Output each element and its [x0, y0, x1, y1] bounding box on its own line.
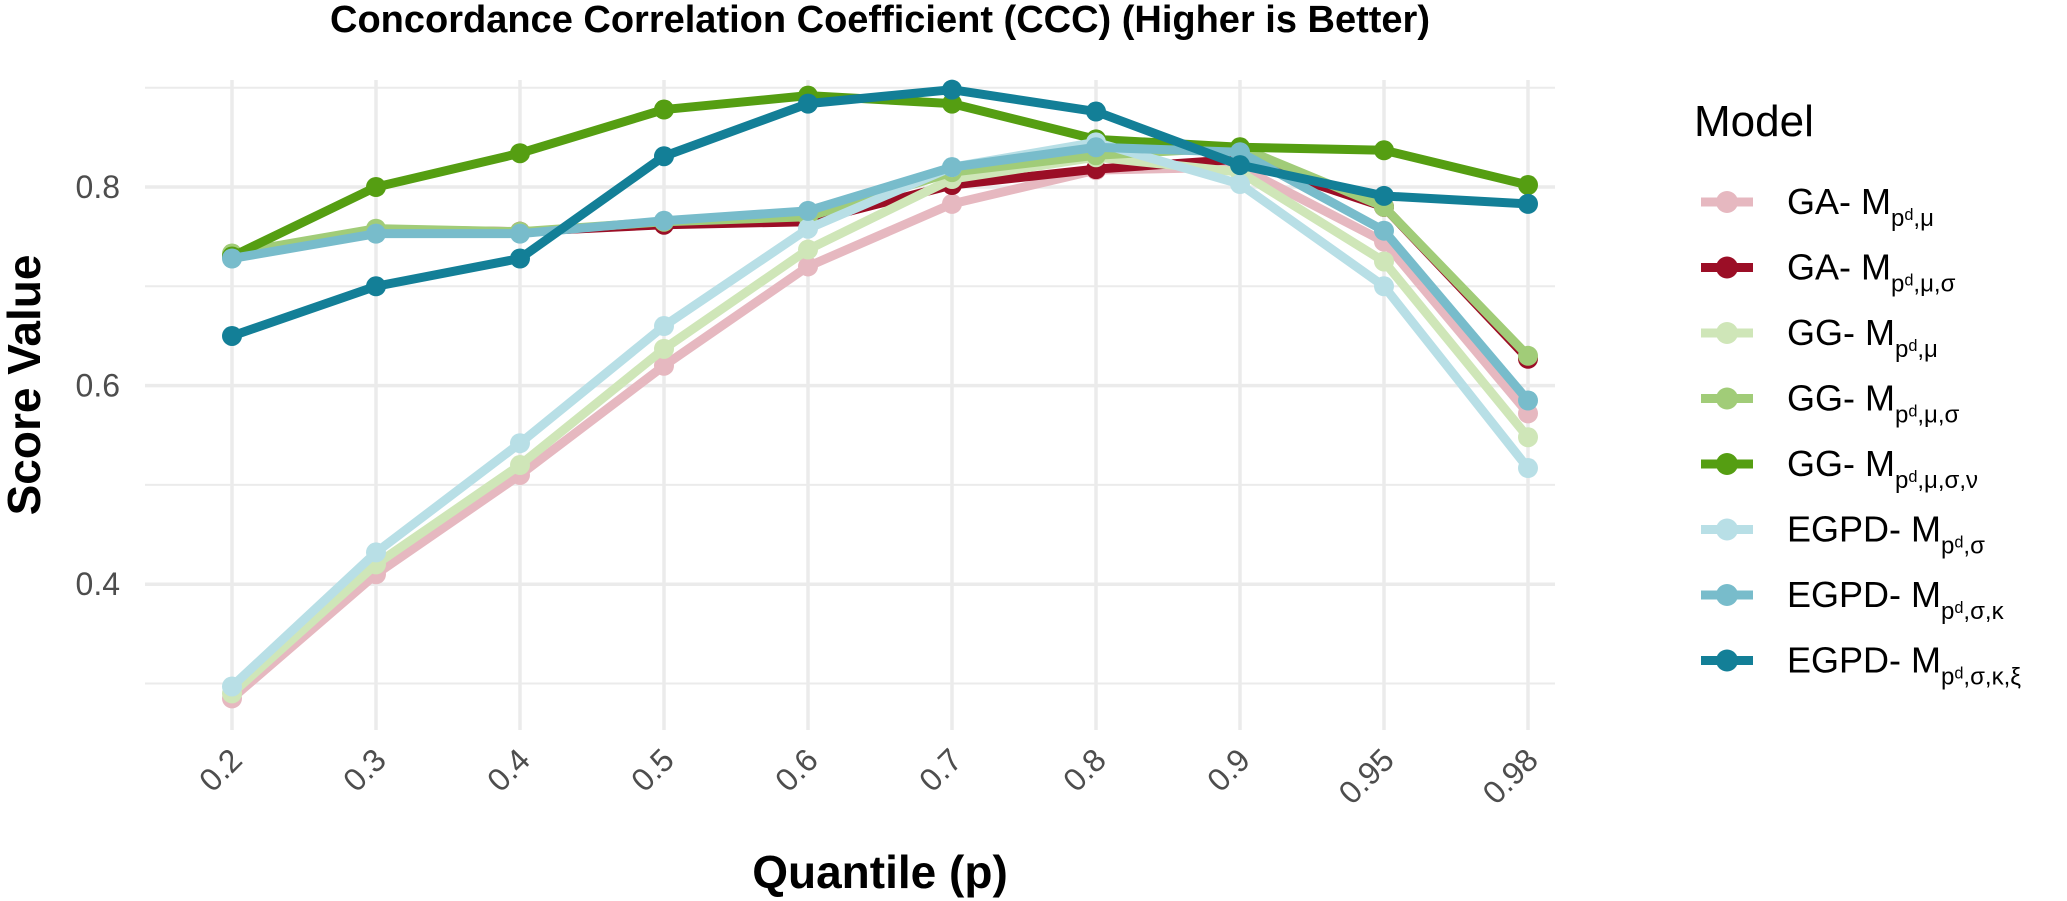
data-point	[654, 99, 674, 120]
legend-key-point	[1716, 322, 1738, 344]
data-point	[510, 248, 530, 269]
data-point	[798, 239, 818, 260]
data-point	[654, 316, 674, 337]
data-point	[1518, 427, 1538, 448]
legend-key-point	[1716, 256, 1738, 279]
data-point	[654, 355, 674, 376]
chart-title: Concordance Correlation Coefficient (CCC…	[330, 0, 1430, 41]
data-point	[1374, 185, 1394, 206]
data-point	[1374, 276, 1394, 297]
data-point	[1086, 101, 1106, 122]
legend-label: EGPD- Mpᵈ,σ,κ,ξ	[1787, 640, 2021, 691]
legend-key-point	[1716, 191, 1738, 213]
legend-label: EGPD- Mpᵈ,σ,κ	[1787, 574, 2005, 625]
x-tick-label: 0.2	[192, 741, 249, 798]
data-point	[1230, 155, 1250, 176]
x-tick-label: 0.98	[1475, 741, 1544, 810]
data-point	[942, 157, 962, 178]
series-layer	[222, 79, 1538, 709]
data-point	[366, 276, 386, 297]
y-tick-label: 0.8	[76, 169, 120, 205]
x-tick-label: 0.6	[768, 741, 825, 798]
legend-item: GG- Mpᵈ,μ	[1701, 312, 1938, 363]
legend: Model GA- Mpᵈ,μ GA- Mpᵈ,μ,σ GG- Mpᵈ,μ GG- M…	[1694, 97, 2021, 691]
legend-item: EGPD- Mpᵈ,σ	[1701, 509, 1985, 560]
data-point	[510, 455, 530, 476]
x-tick-label: 0.8	[1056, 741, 1113, 798]
data-point	[222, 325, 242, 346]
x-axis-ticks: 0.2 0.3 0.4 0.5 0.6 0.7 0.8 0.9 0.95 0.98	[192, 741, 1545, 810]
y-axis-title: Score Value	[0, 255, 50, 516]
x-tick-label: 0.4	[480, 741, 537, 798]
series-6	[222, 132, 1538, 697]
data-point	[942, 79, 962, 100]
data-point	[1518, 390, 1538, 411]
x-tick-label: 0.95	[1331, 741, 1400, 810]
y-axis-ticks: 0.4 0.6 0.8	[76, 169, 120, 602]
legend-key-point	[1716, 518, 1738, 541]
legend-label: GG- Mpᵈ,μ	[1787, 312, 1938, 363]
data-point	[222, 676, 242, 697]
legend-title: Model	[1694, 97, 1814, 146]
data-point	[366, 542, 386, 563]
y-tick-label: 0.4	[76, 566, 120, 602]
legend-key-point	[1716, 584, 1738, 606]
legend-label: EGPD- Mpᵈ,σ	[1787, 509, 1985, 560]
legend-label: GG- Mpᵈ,μ,σ	[1787, 378, 1960, 429]
legend-key-point	[1716, 453, 1738, 475]
data-point	[1086, 137, 1106, 158]
series-line	[230, 85, 1529, 341]
data-point	[798, 256, 818, 277]
legend-label: GA- Mpᵈ,μ,σ	[1787, 247, 1956, 298]
series-8	[222, 79, 1538, 346]
legend-item: GA- Mpᵈ,μ,σ	[1701, 247, 1956, 298]
data-point	[1374, 220, 1394, 241]
grid	[145, 80, 1555, 730]
data-point	[222, 248, 242, 269]
legend-item: GG- Mpᵈ,μ,σ,ν	[1701, 443, 1978, 494]
x-tick-label: 0.9	[1200, 741, 1257, 798]
data-point	[798, 218, 818, 239]
data-point	[1518, 458, 1538, 479]
legend-key-point	[1716, 649, 1738, 672]
data-point	[1518, 345, 1538, 366]
legend-item: GG- Mpᵈ,μ,σ	[1701, 378, 1960, 429]
y-tick-label: 0.6	[76, 368, 120, 404]
series-line	[231, 142, 1532, 404]
data-point	[1518, 175, 1538, 196]
legend-item: EGPD- Mpᵈ,σ,κ	[1701, 574, 2005, 625]
x-tick-label: 0.5	[624, 741, 681, 798]
legend-label: GA- Mpᵈ,μ	[1787, 181, 1934, 232]
data-point	[366, 177, 386, 197]
data-point	[510, 223, 530, 244]
data-point	[654, 338, 674, 359]
data-point	[1518, 193, 1538, 214]
x-axis-title: Quantile (p)	[752, 846, 1008, 898]
legend-item: EGPD- Mpᵈ,σ,κ,ξ	[1701, 640, 2021, 691]
legend-label: GG- Mpᵈ,μ,σ,ν	[1787, 443, 1978, 494]
data-point	[366, 223, 386, 244]
series-line	[228, 137, 1532, 690]
series-line	[228, 152, 1532, 697]
legend-item: GA- Mpᵈ,μ	[1701, 181, 1934, 232]
data-point	[942, 193, 962, 214]
series-line	[229, 162, 1532, 702]
data-point	[654, 210, 674, 231]
legend-key-point	[1716, 387, 1738, 410]
series-7	[222, 137, 1538, 411]
data-point	[654, 146, 674, 167]
data-point	[798, 200, 818, 221]
data-point	[510, 433, 530, 454]
data-point	[510, 143, 530, 164]
data-point	[798, 93, 818, 114]
data-point	[1374, 251, 1394, 272]
x-tick-label: 0.3	[336, 741, 393, 798]
x-tick-label: 0.7	[912, 741, 969, 798]
data-point	[1230, 174, 1250, 195]
data-point	[1374, 140, 1394, 161]
data-point	[942, 93, 962, 114]
